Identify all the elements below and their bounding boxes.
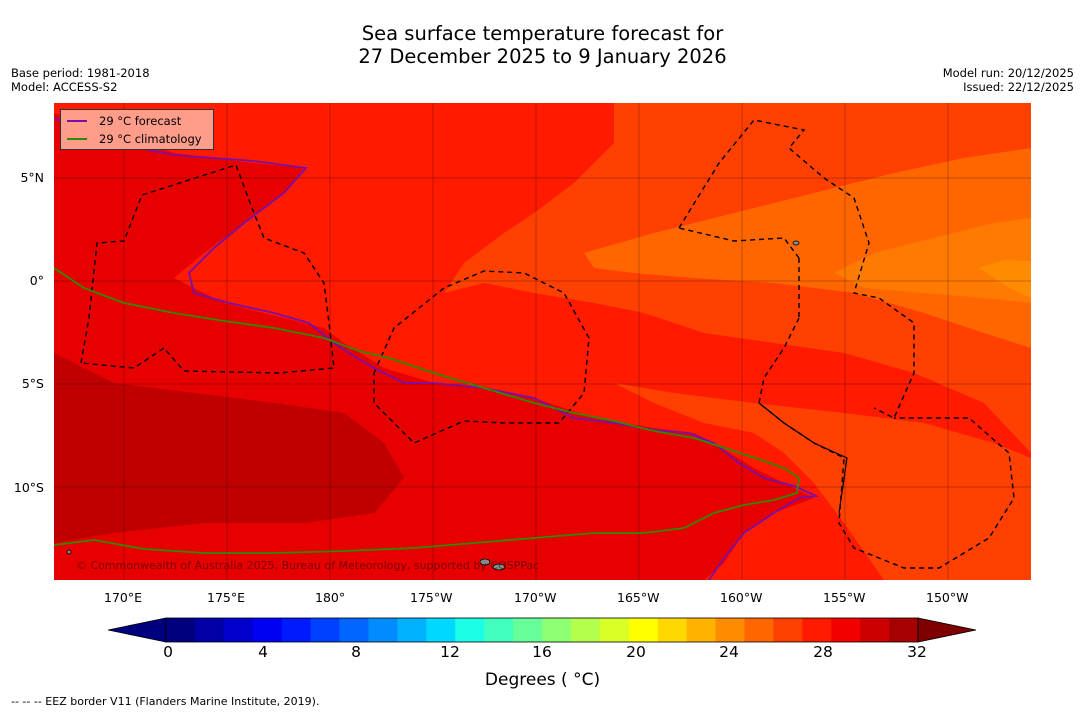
- cbar-label-16: 16: [532, 643, 552, 661]
- colorbar-swatch: [166, 618, 196, 642]
- island-samoa: [479, 558, 491, 566]
- colorbar: [107, 617, 978, 647]
- colorbar-swatch: [542, 618, 572, 642]
- map-legend: 29 °C forecast 29 °C climatology: [60, 109, 214, 150]
- meta-right: Model run: 20/12/2025 Issued: 22/12/2025: [943, 66, 1074, 94]
- colorbar-swatch: [889, 618, 919, 642]
- colorbar-swatch: [860, 618, 890, 642]
- x-tick-180: 180°: [315, 590, 346, 605]
- sst-map-svg: [54, 103, 1031, 580]
- colorbar-swatch: [194, 618, 225, 642]
- colorbar-swatch: [397, 618, 427, 642]
- colorbar-swatch: [773, 618, 803, 642]
- title-line-2: 27 December 2025 to 9 January 2026: [358, 45, 727, 68]
- colorbar-swatch: [484, 618, 514, 642]
- x-tick-160w: 160°W: [720, 590, 763, 605]
- colorbar-swatch: [628, 618, 659, 642]
- base-period: Base period: 1981-2018: [11, 66, 150, 80]
- eez-footnote: -- -- -- EEZ border V11 (Flanders Marine…: [11, 695, 320, 708]
- islands: [66, 240, 800, 571]
- eez-tuvalu-kiribati: [80, 164, 335, 374]
- sst-band-30: [54, 353, 404, 543]
- colorbar-svg: [107, 617, 977, 643]
- issued-date: Issued: 22/12/2025: [963, 80, 1074, 94]
- colorbar-swatch: [802, 618, 832, 642]
- colorbar-frame: [165, 617, 919, 643]
- cbar-label-24: 24: [719, 643, 739, 661]
- map-gridlines: [54, 103, 1031, 580]
- x-tick-175e: 175°E: [207, 590, 246, 605]
- legend-forecast-swatch: [67, 120, 87, 122]
- colorbar-max-arrow: [917, 617, 977, 643]
- y-tick-5n: 5°N: [20, 170, 44, 185]
- sst-map: [54, 103, 1031, 580]
- meta-left: Base period: 1981-2018 Model: ACCESS-S2: [11, 66, 150, 94]
- eez-cook-east: [758, 317, 1015, 569]
- legend-climatology-label: 29 °C climatology: [99, 132, 202, 146]
- x-tick-155w: 155°W: [823, 590, 866, 605]
- colorbar-swatch: [599, 618, 630, 642]
- isotherm-29-forecast: [54, 117, 820, 580]
- y-tick-0: 0°: [29, 273, 44, 288]
- colorbar-swatch: [310, 618, 340, 642]
- model-run: Model run: 20/12/2025: [942, 66, 1074, 80]
- colorbar-swatch: [570, 618, 601, 642]
- x-tick-175w: 175°W: [410, 590, 453, 605]
- cbar-label-28: 28: [813, 643, 833, 661]
- colorbar-title: Degrees ( °C): [484, 670, 601, 690]
- colorbar-min-arrow: [107, 617, 167, 643]
- x-tick-150w: 150°W: [926, 590, 969, 605]
- cbar-label-20: 20: [626, 643, 646, 661]
- copyright-notice: © Commonwealth of Australia 2025, Bureau…: [76, 559, 540, 572]
- cbar-label-12: 12: [440, 643, 460, 661]
- sst-band-26: [584, 148, 1031, 348]
- sst-band-25: [834, 218, 1031, 303]
- colorbar-swatch: [657, 618, 688, 642]
- sst-band-27b: [614, 383, 1031, 580]
- island-funafuti: [66, 549, 72, 555]
- legend-forecast-label: 29 °C forecast: [99, 114, 182, 128]
- map-title: Sea surface temperature forecast for 27 …: [0, 22, 1085, 68]
- colorbar-swatch: [223, 618, 254, 642]
- colorbar-swatch: [513, 618, 543, 642]
- colorbar-swatch: [686, 618, 716, 642]
- y-tick-5s: 5°S: [21, 376, 44, 391]
- eez-solid-borders: [758, 402, 848, 514]
- cbar-label-0: 0: [163, 643, 173, 661]
- legend-row-forecast: 29 °C forecast: [67, 114, 181, 128]
- isotherm-29-climatology: [54, 267, 800, 554]
- sst-band-24: [979, 260, 1031, 298]
- cbar-label-8: 8: [351, 643, 361, 661]
- island-upolu: [492, 563, 506, 571]
- island-kiritimati: [792, 240, 800, 246]
- colorbar-swatch: [426, 618, 456, 642]
- eez-line-islands: [678, 119, 915, 419]
- cbar-label-32: 32: [907, 643, 927, 661]
- x-tick-170e: 170°E: [104, 590, 143, 605]
- eez-tokelau-samoa: [373, 270, 590, 444]
- colorbar-swatch: [455, 618, 485, 642]
- colorbar-swatch: [368, 618, 398, 642]
- colorbar-swatch: [744, 618, 774, 642]
- colorbar-swatch: [281, 618, 312, 642]
- model-name: Model: ACCESS-S2: [11, 80, 118, 94]
- title-line-1: Sea surface temperature forecast for: [361, 22, 724, 45]
- x-tick-170w: 170°W: [514, 590, 557, 605]
- eez-borders: [80, 119, 1015, 569]
- colorbar-swatch: [715, 618, 745, 642]
- legend-climatology-swatch: [67, 138, 87, 140]
- legend-row-climatology: 29 °C climatology: [67, 132, 202, 146]
- colorbar-swatch: [339, 618, 369, 642]
- y-tick-10s: 10°S: [13, 480, 44, 495]
- colorbar-swatch: [831, 618, 861, 642]
- x-tick-165w: 165°W: [617, 590, 660, 605]
- cbar-label-4: 4: [258, 643, 268, 661]
- colorbar-swatch: [252, 618, 283, 642]
